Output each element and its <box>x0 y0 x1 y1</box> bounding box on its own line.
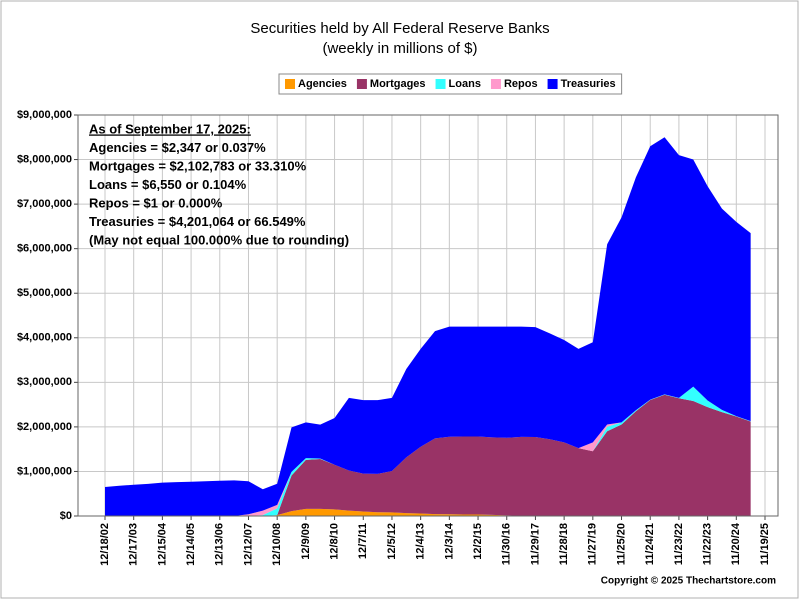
x-tick-label: 11/25/20 <box>615 523 627 565</box>
legend-label: Mortgages <box>370 78 426 90</box>
x-tick-label: 11/23/22 <box>673 523 685 565</box>
x-tick-label: 12/8/10 <box>328 523 340 560</box>
x-tick-label: 12/10/08 <box>271 523 283 566</box>
x-tick-label: 12/15/04 <box>156 522 168 566</box>
legend-label: Agencies <box>298 78 347 90</box>
x-tick-label: 11/19/25 <box>759 523 771 565</box>
x-tick-label: 12/13/06 <box>214 523 226 566</box>
annotation-line: Loans = $6,550 or 0.104% <box>89 177 247 192</box>
y-tick-label: $2,000,000 <box>17 421 72 433</box>
x-tick-label: 12/5/12 <box>386 523 398 560</box>
area-series <box>105 394 751 516</box>
copyright: Copyright © 2025 Thechartstore.com <box>601 576 776 587</box>
legend-swatch <box>356 79 367 89</box>
x-tick-label: 11/30/16 <box>501 523 513 565</box>
area-series <box>105 137 751 516</box>
legend-swatch <box>490 79 501 89</box>
chart-subtitle: (weekly in millions of $) <box>322 40 477 57</box>
legend-label: Treasuries <box>561 78 616 90</box>
annotation-line: Treasuries = $4,201,064 or 66.549% <box>89 214 306 229</box>
x-tick-label: 12/2/15 <box>472 523 484 560</box>
y-tick-label: $7,000,000 <box>17 198 72 210</box>
annotation-line: Mortgages = $2,102,783 or 33.310% <box>89 158 307 173</box>
y-tick-label: $1,000,000 <box>17 465 72 477</box>
legend-swatch <box>285 79 295 89</box>
legend-swatch <box>435 79 446 89</box>
x-tick-label: 11/28/18 <box>558 523 570 565</box>
y-tick-label: $9,000,000 <box>17 109 72 121</box>
y-tick-label: $5,000,000 <box>17 287 72 299</box>
x-tick-label: 11/27/19 <box>587 523 599 565</box>
x-tick-label: 11/29/17 <box>529 523 541 565</box>
annotation-line: As of September 17, 2025: <box>89 121 251 136</box>
x-tick-label: 12/18/02 <box>99 523 111 566</box>
legend-label: Repos <box>504 78 538 90</box>
y-tick-label: $8,000,000 <box>17 153 72 165</box>
y-tick-label: $3,000,000 <box>17 376 72 388</box>
legend-swatch <box>547 79 558 89</box>
legend: Agencies Mortgages Loans Repos Treasuries <box>278 73 623 95</box>
y-tick-label: $4,000,000 <box>17 332 72 344</box>
x-tick-label: 12/12/07 <box>242 523 254 566</box>
y-tick-label: $6,000,000 <box>17 243 72 255</box>
y-tick-label: $0 <box>60 510 72 522</box>
annotation-line: (May not equal 100.000% due to rounding) <box>89 232 349 247</box>
legend-label: Loans <box>449 78 481 90</box>
x-tick-label: 11/24/21 <box>644 523 656 565</box>
area-series <box>105 508 751 516</box>
annotation-line: Repos = $1 or 0.000% <box>89 195 223 210</box>
x-tick-label: 12/4/13 <box>415 523 427 560</box>
x-tick-label: 12/3/14 <box>443 522 455 560</box>
plot-border <box>77 114 779 517</box>
x-tick-label: 11/20/24 <box>730 522 742 565</box>
x-tick-label: 11/22/23 <box>702 523 714 565</box>
x-tick-label: 12/14/05 <box>185 523 197 566</box>
x-tick-label: 12/17/03 <box>128 523 140 566</box>
x-tick-label: 12/7/11 <box>357 523 369 559</box>
annotation-line: Agencies = $2,347 or 0.037% <box>89 140 266 155</box>
chart-title: Securities held by All Federal Reserve B… <box>250 20 549 37</box>
x-tick-label: 12/9/09 <box>300 523 312 560</box>
